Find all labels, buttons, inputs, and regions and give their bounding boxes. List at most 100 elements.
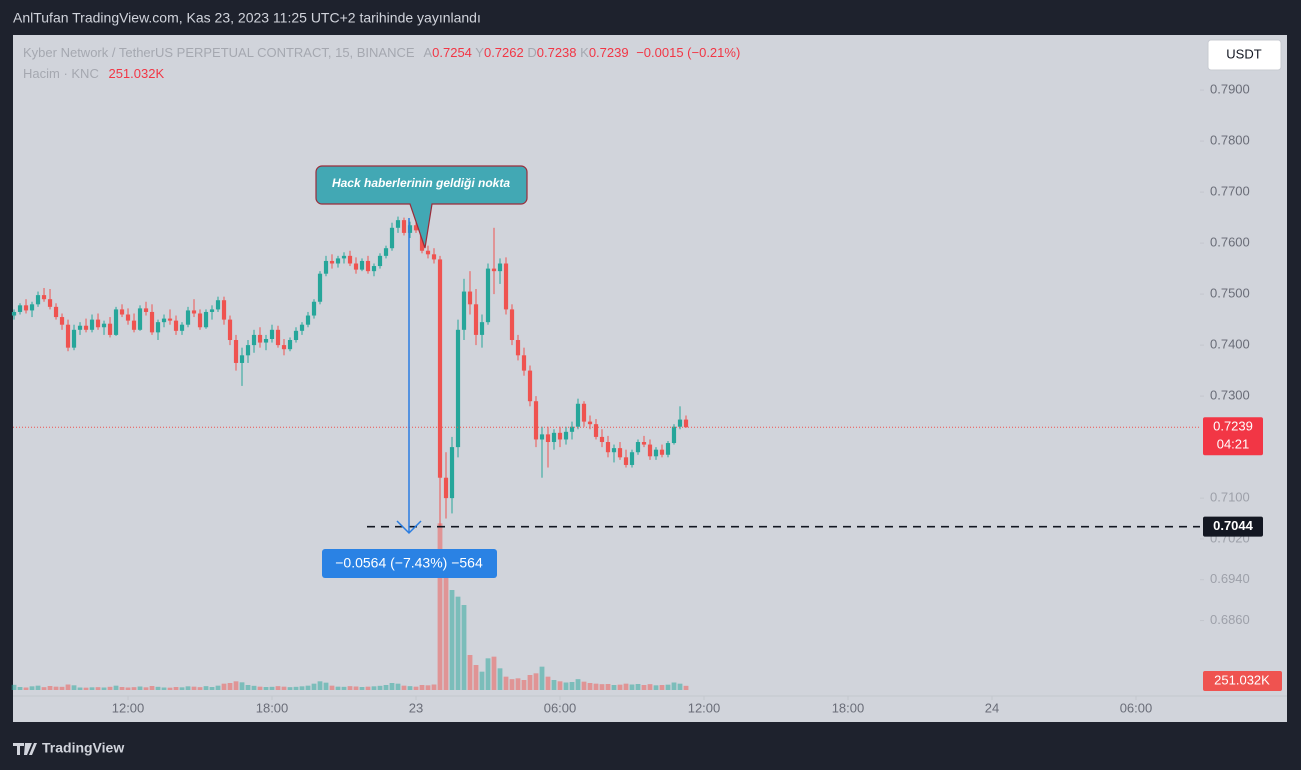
volume-label-box [1203, 671, 1282, 691]
candle-body [203, 311, 209, 328]
candle-body [461, 291, 467, 330]
candle-body [317, 273, 323, 302]
candle-body [557, 432, 563, 440]
volume-bar [29, 686, 35, 690]
candle-body [251, 334, 257, 346]
candle-body [449, 447, 455, 499]
candle-body [161, 318, 167, 323]
annotation-bubble [315, 165, 528, 249]
volume-bar [71, 685, 77, 690]
measure-box [322, 549, 497, 578]
candle-body [65, 324, 71, 348]
volume-bar [59, 686, 65, 690]
volume-bar [593, 683, 599, 690]
volume-bar [227, 683, 233, 690]
y-tick-label: 0.7400 [1210, 337, 1250, 352]
candle-body [287, 340, 293, 350]
ohlc-letter: K [580, 45, 589, 60]
candle-body [371, 266, 377, 272]
volume-bar [503, 676, 509, 690]
candle-body [89, 319, 95, 330]
volume-bar [491, 656, 497, 690]
volume-bar [605, 684, 611, 690]
published-note: AnlTufan TradingView.com, Kas 23, 2023 1… [13, 10, 481, 26]
volume-bar [161, 687, 167, 690]
candle-body [215, 300, 221, 310]
volume-bar [539, 666, 545, 690]
candle-body [497, 263, 503, 272]
volume-bar [221, 683, 227, 690]
volume-bar [311, 683, 317, 690]
volume-bar [11, 684, 17, 690]
legend-line: Kyber Network / TetherUS PERPETUAL CONTR… [23, 45, 740, 60]
candle-body [23, 305, 29, 311]
volume-bar [413, 686, 419, 690]
candle-body [587, 421, 593, 425]
candle-body [47, 299, 53, 307]
volume-bar [671, 682, 677, 690]
volume-bar [371, 686, 377, 690]
x-tick-label: 12:00 [112, 700, 145, 715]
volume-bar [515, 678, 521, 690]
volume-bar [647, 684, 653, 690]
volume-bar [131, 687, 137, 690]
volume-bar [257, 686, 263, 690]
volume-bar [497, 668, 503, 690]
volume-bar [263, 687, 269, 690]
volume-bar [383, 685, 389, 690]
candle-body [71, 329, 77, 348]
volume-bar [437, 523, 443, 690]
volume-bar [407, 686, 413, 690]
candle-body [485, 268, 491, 323]
candle-body [185, 310, 191, 325]
x-tick-label: 12:00 [688, 700, 721, 715]
volume-bar [101, 687, 107, 690]
candle-body [533, 401, 539, 440]
volume-legend: Hacim · KNC 251.032K [23, 66, 164, 81]
volume-bar [653, 685, 659, 690]
candle-body [209, 309, 215, 312]
x-tick-label: 18:00 [256, 700, 289, 715]
candle-body [503, 263, 509, 310]
volume-bar [359, 687, 365, 690]
candle-body [569, 426, 575, 432]
candle-body [173, 320, 179, 331]
volume-bar [485, 658, 491, 690]
brand-logo [13, 743, 37, 755]
currency-button[interactable] [1207, 39, 1282, 71]
x-tick-label: 23 [409, 700, 423, 715]
chart-panel [13, 35, 1287, 722]
candle-body [281, 345, 287, 350]
last-price-label: 0.7239 [1213, 419, 1253, 434]
candle-body [647, 444, 653, 457]
candle-body [491, 268, 497, 272]
brand-name: TradingView [42, 740, 124, 756]
volume-bar [245, 685, 251, 690]
candle-body [299, 324, 305, 331]
measure-arrowhead [396, 520, 422, 535]
volume-bar [557, 681, 563, 690]
volume-value: 251.032K [108, 66, 164, 81]
candle-body [227, 319, 233, 341]
candle-body [191, 310, 197, 314]
volume-bar [629, 684, 635, 690]
volume-bar [53, 686, 59, 690]
candle-body [311, 301, 317, 316]
candle-body [347, 255, 353, 264]
candle-body [413, 225, 419, 231]
volume-bar [617, 684, 623, 690]
volume-bar [473, 665, 479, 690]
volume-bar [107, 686, 113, 690]
annotation-text: Hack haberlerinin geldiği nokta [332, 176, 510, 190]
candle-body [641, 442, 647, 445]
volume-bar [509, 679, 515, 690]
candle-body [455, 329, 461, 448]
candle-body [125, 314, 131, 321]
volume-bar [17, 687, 23, 690]
volume-bar [125, 687, 131, 690]
candle-body [623, 457, 629, 465]
volume-bar [167, 687, 173, 690]
volume-bar [113, 685, 119, 690]
volume-bar [443, 570, 449, 690]
candle-body [263, 338, 269, 343]
